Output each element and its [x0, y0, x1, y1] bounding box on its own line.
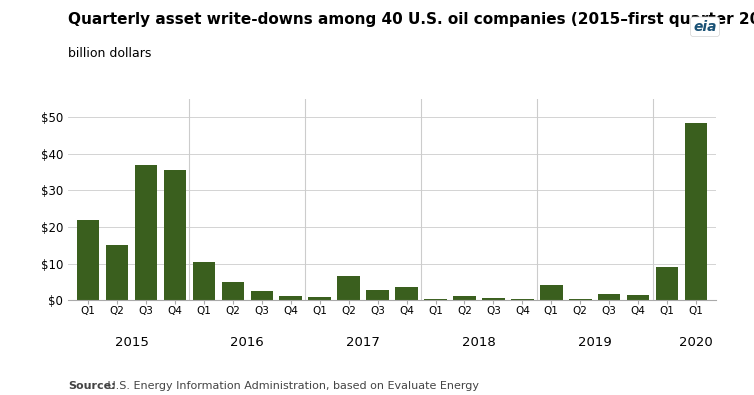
Bar: [280, 296, 302, 300]
Bar: [395, 288, 418, 300]
Bar: [106, 245, 128, 300]
Bar: [164, 170, 186, 300]
Text: U.S. Energy Information Administration, based on Evaluate Energy: U.S. Energy Information Administration, …: [104, 381, 479, 391]
Bar: [569, 299, 592, 300]
Bar: [656, 267, 679, 300]
Bar: [540, 285, 562, 300]
Text: eia: eia: [693, 20, 717, 34]
Bar: [308, 297, 331, 300]
Bar: [250, 291, 273, 300]
Bar: [192, 262, 215, 300]
Text: 2018: 2018: [462, 337, 496, 350]
Bar: [337, 276, 360, 300]
Bar: [135, 165, 158, 300]
Bar: [482, 298, 504, 300]
Bar: [685, 122, 707, 300]
Bar: [222, 282, 244, 300]
Bar: [366, 290, 389, 300]
Text: 2016: 2016: [231, 337, 264, 350]
Bar: [511, 299, 534, 300]
Bar: [425, 299, 447, 300]
Text: 2015: 2015: [115, 337, 149, 350]
Text: Quarterly asset write-downs among 40 U.S. oil companies (2015–first quarter 2020: Quarterly asset write-downs among 40 U.S…: [68, 12, 754, 27]
Text: 2020: 2020: [679, 337, 713, 350]
Text: 2017: 2017: [346, 337, 380, 350]
Text: Source:: Source:: [68, 381, 115, 391]
Bar: [77, 220, 100, 300]
Text: 2019: 2019: [578, 337, 611, 350]
Bar: [453, 296, 476, 300]
Bar: [627, 295, 649, 300]
Text: billion dollars: billion dollars: [68, 47, 152, 60]
Bar: [598, 293, 621, 300]
